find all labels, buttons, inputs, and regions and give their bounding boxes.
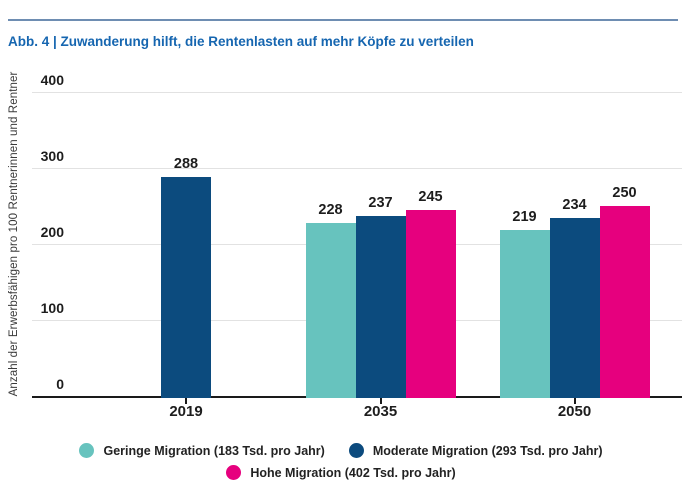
x-tick-mark [379, 398, 382, 404]
x-tick-label-2019: 2019 [169, 403, 203, 420]
bar-2050-series-0 [499, 230, 550, 398]
bar-value-label: 237 [368, 195, 393, 211]
y-tick-label-100: 100 [40, 300, 64, 316]
y-tick-label-200: 200 [40, 224, 64, 240]
legend-item-0: Geringe Migration (183 Tsd. pro Jahr) [79, 443, 325, 458]
figure-title: Abb. 4 | Zuwanderung hilft, die Rentenla… [8, 34, 474, 49]
x-tick-label-2035: 2035 [363, 403, 398, 420]
legend-label: Hohe Migration (402 Tsd. pro Jahr) [250, 465, 456, 480]
legend-item-1: Moderate Migration (293 Tsd. pro Jahr) [348, 443, 603, 458]
y-tick-label-400: 400 [40, 72, 64, 88]
y-tick-label-0: 0 [56, 376, 64, 392]
legend: Geringe Migration (183 Tsd. pro Jahr) Mod… [41, 443, 641, 480]
bar-value-label: 288 [173, 156, 199, 172]
plot-area: 0 100 200 300 400 288 2019 228 237 245 2035 219 234 2… [32, 72, 682, 420]
gridline-400 [32, 92, 682, 93]
y-tick-label-300: 300 [40, 148, 64, 164]
top-rule-divider [8, 19, 678, 21]
bar-value-label: 245 [418, 189, 443, 205]
x-tick-label-2050: 2050 [557, 403, 592, 420]
bar-value-label: 219 [512, 209, 537, 225]
bar-value-label: 234 [562, 197, 587, 213]
bar-value-label: 250 [612, 185, 637, 201]
bar-2035-series-1 [355, 216, 406, 398]
bar-2050-series-1 [549, 218, 600, 398]
bar-2035-series-2 [405, 210, 456, 398]
legend-item-2: Hohe Migration (402 Tsd. pro Jahr) [226, 465, 456, 480]
gridline-300 [32, 168, 682, 169]
bar-value-label: 228 [318, 202, 343, 218]
x-tick-mark [185, 398, 187, 404]
legend-label: Moderate Migration (293 Tsd. pro Jahr) [372, 443, 603, 458]
bar-2019-series-0 [161, 177, 211, 398]
legend-label: Geringe Migration (183 Tsd. pro Jahr) [103, 443, 325, 458]
bar-2050-series-2 [599, 206, 650, 398]
x-tick-mark [573, 398, 576, 404]
legend-swatch-icon [348, 443, 364, 458]
legend-swatch-icon [79, 443, 95, 458]
legend-swatch-icon [226, 465, 242, 480]
bar-2035-series-0 [305, 223, 356, 398]
